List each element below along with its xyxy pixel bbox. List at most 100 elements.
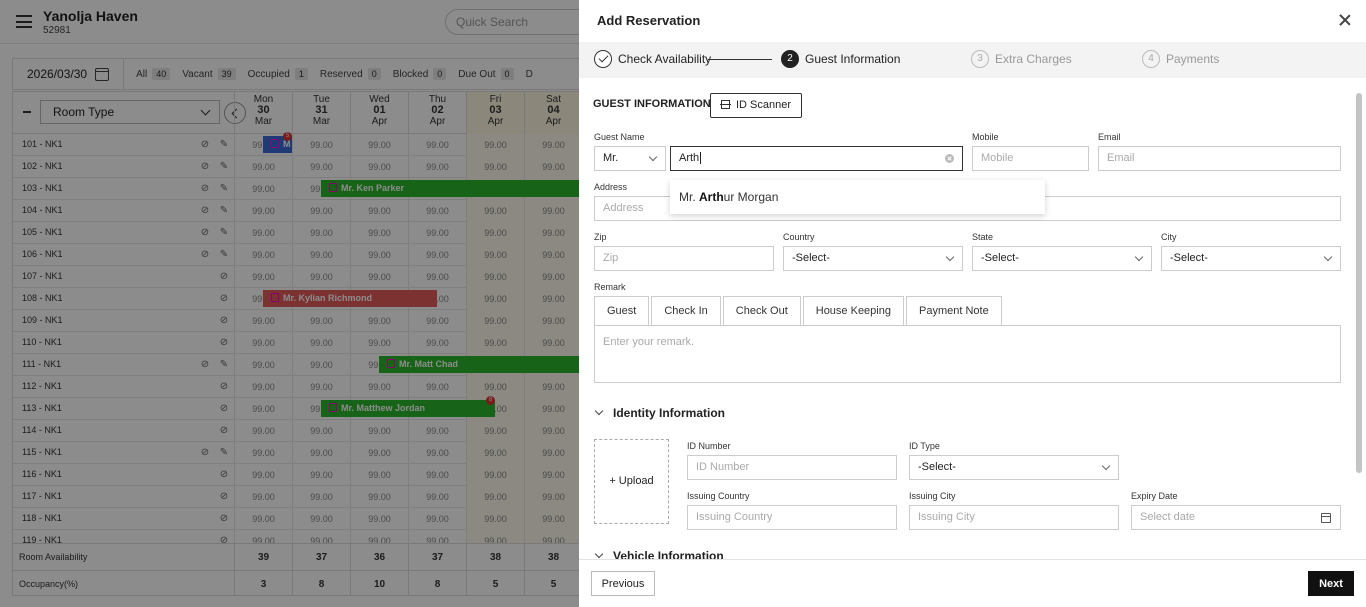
rate-cell[interactable]: 99.00 bbox=[524, 486, 582, 508]
filter-blocked[interactable]: Blocked 0 bbox=[393, 68, 447, 80]
step-check-availability[interactable]: Check Availability bbox=[594, 50, 711, 68]
step-extra-charges[interactable]: 3 Extra Charges bbox=[971, 50, 1072, 68]
rate-cell[interactable]: 99.00 bbox=[234, 178, 292, 200]
room-name[interactable]: 103 - NK1 bbox=[22, 183, 63, 193]
rate-cell[interactable]: 99.00 bbox=[234, 244, 292, 266]
rate-cell[interactable]: 99.00 bbox=[292, 332, 350, 354]
rate-cell[interactable]: 99.00 bbox=[234, 464, 292, 486]
tab-payment-note[interactable]: Payment Note bbox=[905, 296, 1002, 326]
rate-cell[interactable]: 99.00 bbox=[350, 266, 408, 288]
scrollbar-thumb[interactable] bbox=[1356, 93, 1362, 473]
rate-cell[interactable]: 99.00 bbox=[466, 200, 524, 222]
rate-cell[interactable]: 99.00 bbox=[292, 486, 350, 508]
rate-cell[interactable]: 99.00 bbox=[292, 442, 350, 464]
rate-cell[interactable]: 99.00 bbox=[408, 156, 466, 178]
vehicle-section-title[interactable]: Vehicle Information bbox=[613, 549, 724, 559]
rate-cell[interactable]: 99.00 bbox=[350, 134, 408, 156]
guest-name-input[interactable]: Arth bbox=[670, 146, 963, 171]
expiry-date-input[interactable]: Select date bbox=[1131, 505, 1341, 530]
rate-cell[interactable]: 99.00 bbox=[524, 464, 582, 486]
room-name[interactable]: 107 - NK1 bbox=[22, 271, 63, 281]
rate-cell[interactable]: 99.00 bbox=[524, 442, 582, 464]
rate-cell[interactable]: 99.00 bbox=[524, 376, 582, 398]
rate-cell[interactable]: 99.00 bbox=[292, 156, 350, 178]
room-name[interactable]: 101 - NK1 bbox=[22, 139, 63, 149]
rate-cell[interactable]: 99.00 bbox=[524, 156, 582, 178]
rate-cell[interactable]: 99.00 bbox=[466, 134, 524, 156]
rate-cell[interactable]: 99.00 bbox=[234, 486, 292, 508]
rate-cell[interactable]: 99.00 bbox=[234, 398, 292, 420]
rate-cell[interactable]: 99.00 bbox=[524, 398, 582, 420]
rate-cell[interactable]: 99.00 bbox=[466, 156, 524, 178]
issuing-country-input[interactable]: Issuing Country bbox=[687, 505, 897, 530]
rate-cell[interactable]: 99.00 bbox=[350, 156, 408, 178]
chevron-down-icon[interactable] bbox=[594, 406, 604, 416]
city-select[interactable]: -Select- bbox=[1161, 246, 1341, 271]
rate-cell[interactable]: 99.00 bbox=[524, 222, 582, 244]
rate-cell[interactable]: 99.00 bbox=[408, 244, 466, 266]
filter-occupied[interactable]: Occupied 1 bbox=[248, 68, 308, 80]
room-name[interactable]: 108 - NK1 bbox=[22, 293, 63, 303]
booking-bar[interactable]: Mr. Matt Chad bbox=[379, 356, 591, 373]
rate-cell[interactable]: 99.00 bbox=[350, 508, 408, 530]
rate-cell[interactable]: 99.00 bbox=[408, 222, 466, 244]
rack-date[interactable]: 2026/03/30 bbox=[27, 67, 88, 81]
rate-cell[interactable]: 99.00 bbox=[466, 288, 524, 310]
room-name[interactable]: 105 - NK1 bbox=[22, 227, 63, 237]
rate-cell[interactable]: 99.00 bbox=[524, 508, 582, 530]
rate-cell[interactable]: 99.00 bbox=[292, 530, 350, 552]
room-name[interactable]: 109 - NK1 bbox=[22, 315, 63, 325]
rate-cell[interactable]: 99.00 bbox=[234, 420, 292, 442]
room-name[interactable]: 104 - NK1 bbox=[22, 205, 63, 215]
id-scanner-button[interactable]: ID Scanner bbox=[710, 93, 802, 118]
rate-cell[interactable]: 99.00 bbox=[466, 266, 524, 288]
chevron-down-icon[interactable] bbox=[594, 549, 604, 559]
country-select[interactable]: -Select- bbox=[783, 246, 963, 271]
rate-cell[interactable]: 99.00 bbox=[292, 134, 350, 156]
rate-cell[interactable]: 99.00 bbox=[466, 332, 524, 354]
rate-cell[interactable]: 99.00 bbox=[234, 222, 292, 244]
next-button[interactable]: Next bbox=[1308, 571, 1354, 596]
rate-cell[interactable]: 99.00 bbox=[408, 200, 466, 222]
booking-bar[interactable]: Mr. Ken Parker bbox=[321, 180, 591, 197]
filter-all[interactable]: All 40 bbox=[136, 68, 171, 80]
room-name[interactable]: 117 - NK1 bbox=[22, 491, 62, 501]
rate-cell[interactable]: 99.00 bbox=[350, 486, 408, 508]
calendar-icon[interactable] bbox=[1321, 513, 1331, 523]
room-name[interactable]: 106 - NK1 bbox=[22, 249, 63, 259]
rate-cell[interactable]: 99.00 bbox=[234, 310, 292, 332]
rate-cell[interactable]: 99.00 bbox=[524, 134, 582, 156]
room-name[interactable]: 115 - NK1 bbox=[22, 447, 62, 457]
rate-cell[interactable]: 99.00 bbox=[466, 420, 524, 442]
id-number-input[interactable]: ID Number bbox=[687, 455, 897, 480]
rate-cell[interactable]: 99.00 bbox=[466, 244, 524, 266]
room-name[interactable]: 114 - NK1 bbox=[22, 425, 62, 435]
filter-vacant[interactable]: Vacant 39 bbox=[182, 68, 236, 80]
booking-bar[interactable]: Mr. Kylian Richmond bbox=[263, 290, 437, 307]
rate-cell[interactable]: 99.00 bbox=[234, 508, 292, 530]
rate-cell[interactable]: 99.00 bbox=[350, 376, 408, 398]
room-name[interactable]: 119 - NK1 bbox=[22, 535, 62, 545]
rate-cell[interactable]: 99.00 bbox=[408, 442, 466, 464]
rate-cell[interactable]: 99.00 bbox=[466, 310, 524, 332]
rate-cell[interactable]: 99.00 bbox=[292, 354, 350, 376]
rate-cell[interactable]: 99.00 bbox=[292, 310, 350, 332]
remark-textarea[interactable]: Enter your remark. bbox=[594, 325, 1341, 383]
email-input[interactable]: Email bbox=[1098, 146, 1341, 171]
rate-cell[interactable]: 99.00 bbox=[524, 332, 582, 354]
rate-cell[interactable]: 99.00 bbox=[408, 486, 466, 508]
rate-cell[interactable]: 99.00 bbox=[350, 530, 408, 552]
step-payments[interactable]: 4 Payments bbox=[1142, 50, 1219, 68]
step-guest-information[interactable]: 2 Guest Information bbox=[781, 50, 900, 68]
rate-cell[interactable]: 99.00 bbox=[466, 222, 524, 244]
room-name[interactable]: 113 - NK1 bbox=[22, 403, 62, 413]
calendar-icon[interactable] bbox=[95, 67, 110, 81]
tab-check-out[interactable]: Check Out bbox=[722, 296, 801, 326]
rate-cell[interactable]: 99.00 bbox=[466, 508, 524, 530]
rate-cell[interactable]: 99.00 bbox=[350, 420, 408, 442]
rate-cell[interactable]: 99.00 bbox=[350, 464, 408, 486]
rate-cell[interactable]: 99.00 bbox=[292, 266, 350, 288]
guest-suggestion-item[interactable]: Mr. Arthur Morgan bbox=[670, 180, 1045, 214]
room-name[interactable]: 112 - NK1 bbox=[22, 381, 62, 391]
rate-cell[interactable]: 99.00 bbox=[524, 310, 582, 332]
